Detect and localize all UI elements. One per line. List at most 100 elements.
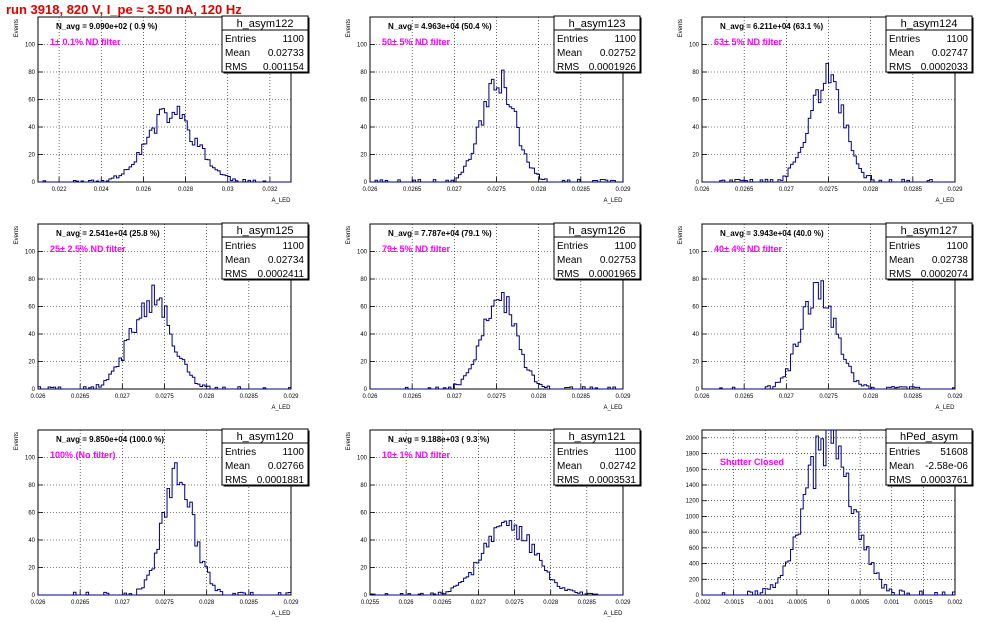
y-tick-label: 60 [692,98,699,104]
x-tick-label: 0.0285 [904,394,923,400]
x-tick-label: 0.027 [115,600,131,606]
stat-entries-value: 1100 [282,241,304,252]
histogram-name: h_asym120 [237,431,294,443]
x-axis-label: A_LED [935,198,955,204]
x-tick-label: 0.001 [884,600,900,606]
stat-mean-label: Mean [557,461,582,472]
plot-h_asym120: 0.026 0.0265 0.027 0.0275 0.028 0.0285 0.029 0 2… [14,428,310,617]
y-tick-label: 40 [360,538,367,544]
y-tick-label: 20 [360,153,367,159]
x-tick-label: 0.027 [447,394,463,400]
n-avg-label: N_avg = 7.787e+04 (79.1 %) [388,229,492,238]
y-tick-label: 40 [692,125,699,131]
plot-h_asym126: 0.026 0.0265 0.027 0.0275 0.028 0.0285 0.029 0 2… [346,222,642,411]
filter-label: 25± 2.5% ND filter [50,244,126,254]
y-tick-label: 100 [25,250,36,256]
y-tick-label: 80 [360,483,367,489]
n-avg-label: N_avg = 9.850e+04 (100.0 %) [56,435,164,444]
y-tick-label: 0 [696,180,700,186]
stat-rms-value: 0.0002074 [921,269,969,280]
x-tick-label: 0.0275 [819,394,838,400]
x-tick-label: 0.029 [615,187,631,193]
stat-mean-label: Mean [225,48,250,59]
stat-mean-label: Mean [889,461,914,472]
histogram-series [370,291,623,390]
stat-entries-label: Entries [889,34,920,45]
x-tick-label: 0.026 [136,187,152,193]
stat-rms-value: 0.0001881 [257,475,305,486]
y-tick-label: 100 [689,250,700,256]
histogram-series [370,69,623,183]
histogram-name: h_asym121 [569,431,626,443]
y-axis-label: Events [346,19,352,37]
stat-rms-value: 0.0002033 [921,62,969,73]
y-tick-label: 60 [360,305,367,311]
x-tick-label: 0.0265 [403,394,422,400]
stat-entries-label: Entries [557,34,588,45]
stat-box [885,222,973,280]
x-tick-label: 0.028 [199,600,215,606]
y-tick-label: 40 [360,125,367,131]
histogram-series [702,62,955,183]
y-tick-label: 20 [28,153,35,159]
y-tick-label: 40 [360,332,367,338]
y-tick-label: 100 [25,43,36,49]
filter-label: 50± 5% ND filter [382,37,450,47]
n-avg-label: N_avg = 4.963e+04 (50.4 %) [388,22,492,31]
x-tick-label: 0.0285 [572,187,591,193]
stat-entries-value: 1100 [614,447,636,458]
y-tick-label: 80 [360,70,367,76]
y-tick-label: 1200 [686,499,700,505]
stat-mean-label: Mean [557,48,582,59]
n-avg-label: N_avg = 3.943e+04 (40.0 %) [720,229,824,238]
x-axis-label: A_LED [271,198,291,204]
x-axis-label: A_LED [271,405,291,411]
x-tick-label: -0.002 [693,600,711,606]
x-tick-label: 0.0275 [487,394,506,400]
stat-rms-value: 0.0002411 [257,269,304,280]
x-tick-label: 0.028 [863,187,879,193]
x-tick-label: 0.0265 [735,394,754,400]
y-axis-label: Events [346,226,352,244]
histogram-series [38,105,291,183]
stat-box [553,15,641,73]
histogram-name: h_asym122 [237,18,294,30]
stat-box [553,222,641,280]
stat-box [553,428,641,486]
x-tick-label: 0.0275 [505,600,524,606]
y-axis-label: Events [14,226,20,244]
stat-entries-label: Entries [225,447,256,458]
y-tick-label: 20 [360,566,367,572]
histogram-name: h_asym127 [901,225,958,237]
y-tick-label: 60 [28,305,35,311]
filter-label: 63± 5% ND filter [714,37,782,47]
y-tick-label: 400 [689,562,700,568]
stat-mean-value: 0.02747 [932,48,969,59]
stat-mean-label: Mean [889,48,914,59]
histogram-series [369,520,623,596]
y-tick-label: 60 [360,511,367,517]
y-tick-label: 20 [692,153,699,159]
x-tick-label: 0.026 [362,394,378,400]
x-tick-label: 0.0015 [914,600,933,606]
y-tick-label: 80 [692,277,699,283]
y-tick-label: 2000 [686,436,700,442]
stat-entries-value: 1100 [946,241,968,252]
stat-mean-value: 0.02766 [268,461,305,472]
stat-mean-value: 0.02753 [600,255,637,266]
stat-rms-value: 0.0001926 [589,62,637,73]
y-tick-label: 60 [28,511,35,517]
y-tick-label: 60 [360,98,367,104]
x-tick-label: 0.029 [947,187,963,193]
run-title: run 3918, 820 V, I_pe ≈ 3.50 nA, 120 Hz [6,2,242,17]
stat-mean-label: Mean [225,255,250,266]
x-tick-label: 0.0265 [71,600,90,606]
y-tick-label: 80 [360,277,367,283]
x-tick-label: 0.029 [283,394,299,400]
x-axis-label: A_LED [603,405,623,411]
x-tick-label: 0.0275 [155,600,174,606]
stat-rms-label: RMS [225,269,248,280]
y-tick-label: 0 [32,387,36,393]
stat-entries-label: Entries [557,241,588,252]
x-tick-label: 0.0285 [240,394,259,400]
